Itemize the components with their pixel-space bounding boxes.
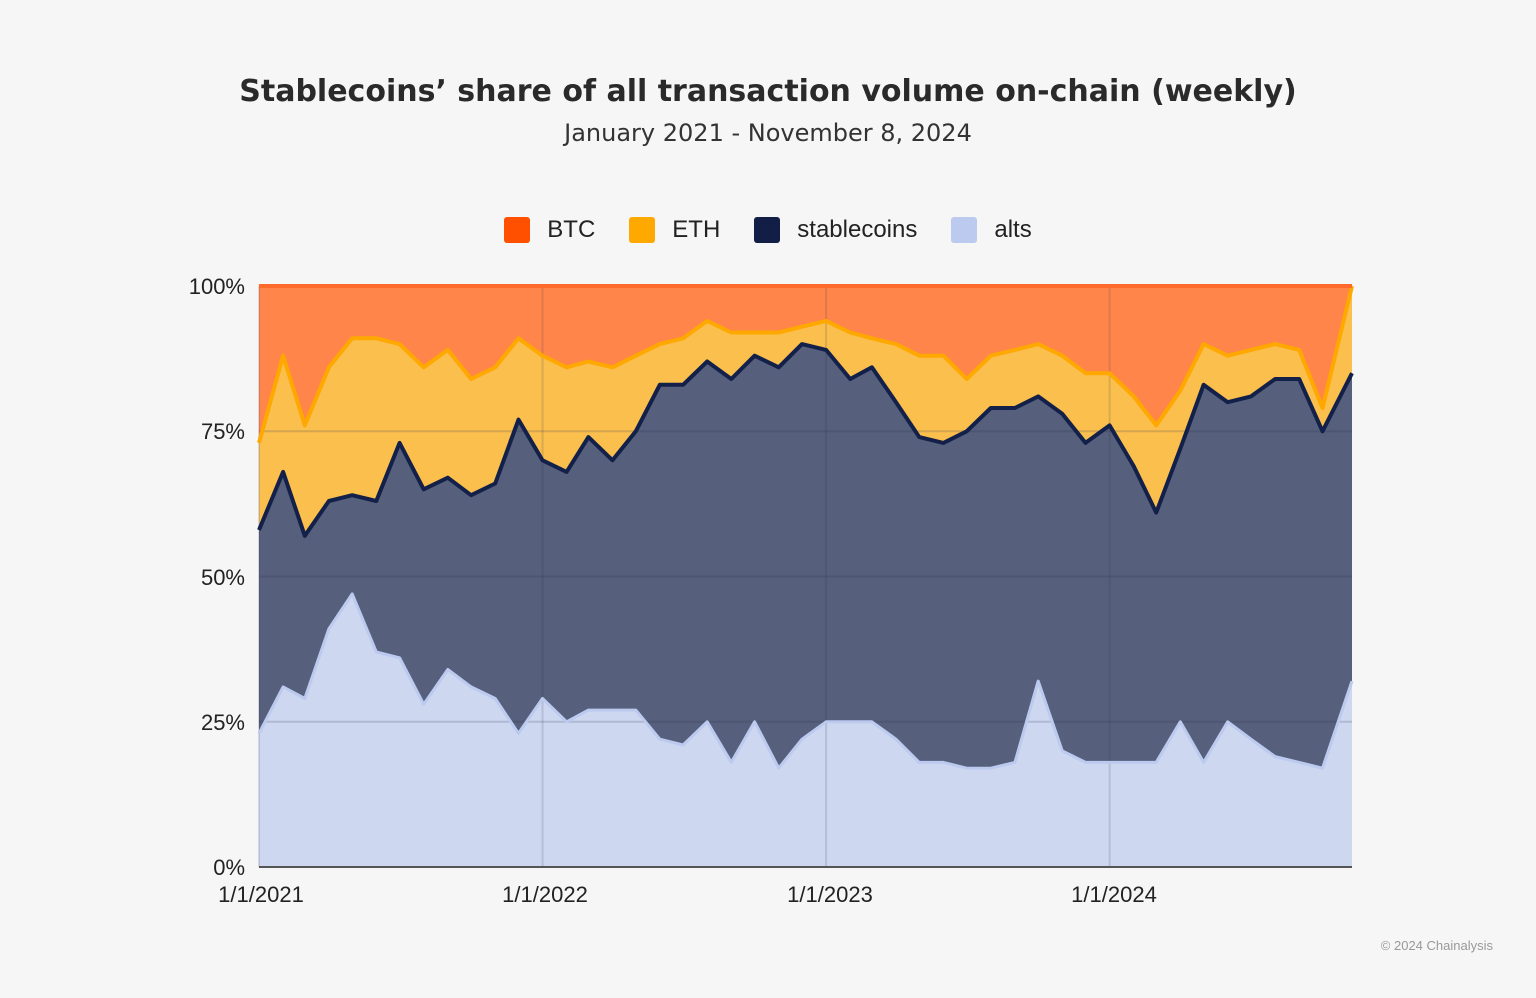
area-alts — [259, 593, 1352, 867]
legend-label-stablecoins: stablecoins — [797, 216, 918, 243]
legend-label-alts: alts — [994, 216, 1032, 243]
x-tick-label: 1/1/2022 — [502, 882, 588, 907]
chart-title: Stablecoins’ share of all transaction vo… — [239, 74, 1297, 109]
x-tick-label: 1/1/2024 — [1071, 882, 1157, 907]
line-stablecoins — [257, 342, 1354, 538]
legend-item-alts[interactable]: alts — [951, 216, 1032, 244]
series-lines — [257, 284, 1354, 770]
area-btc — [259, 286, 1352, 443]
y-tick-label: 75% — [201, 419, 245, 444]
line-eth — [257, 285, 1354, 444]
area-stablecoins — [259, 344, 1352, 769]
y-tick-label: 0% — [213, 855, 245, 880]
y-tick-label: 100% — [189, 274, 245, 299]
line-alts — [257, 592, 1354, 770]
y-tick-label: 25% — [201, 710, 245, 735]
legend: BTC ETH stablecoins alts — [0, 216, 1536, 244]
y-tick-label: 50% — [201, 565, 245, 590]
legend-item-btc[interactable]: BTC — [504, 216, 595, 244]
x-tick-label: 1/1/2023 — [787, 882, 873, 907]
copyright: © 2024 Chainalysis — [1380, 938, 1493, 953]
legend-swatch-alts — [951, 217, 978, 243]
legend-swatch-eth — [629, 217, 656, 243]
legend-swatch-btc — [504, 217, 531, 243]
legend-label-eth: ETH — [672, 216, 721, 243]
legend-label-btc: BTC — [547, 216, 596, 243]
legend-swatch-stablecoins — [754, 217, 781, 243]
legend-item-eth[interactable]: ETH — [629, 216, 720, 244]
chart-subtitle: January 2021 - November 8, 2024 — [564, 119, 972, 147]
legend-item-stablecoins[interactable]: stablecoins — [754, 216, 917, 244]
x-tick-label: 1/1/2021 — [218, 882, 304, 907]
